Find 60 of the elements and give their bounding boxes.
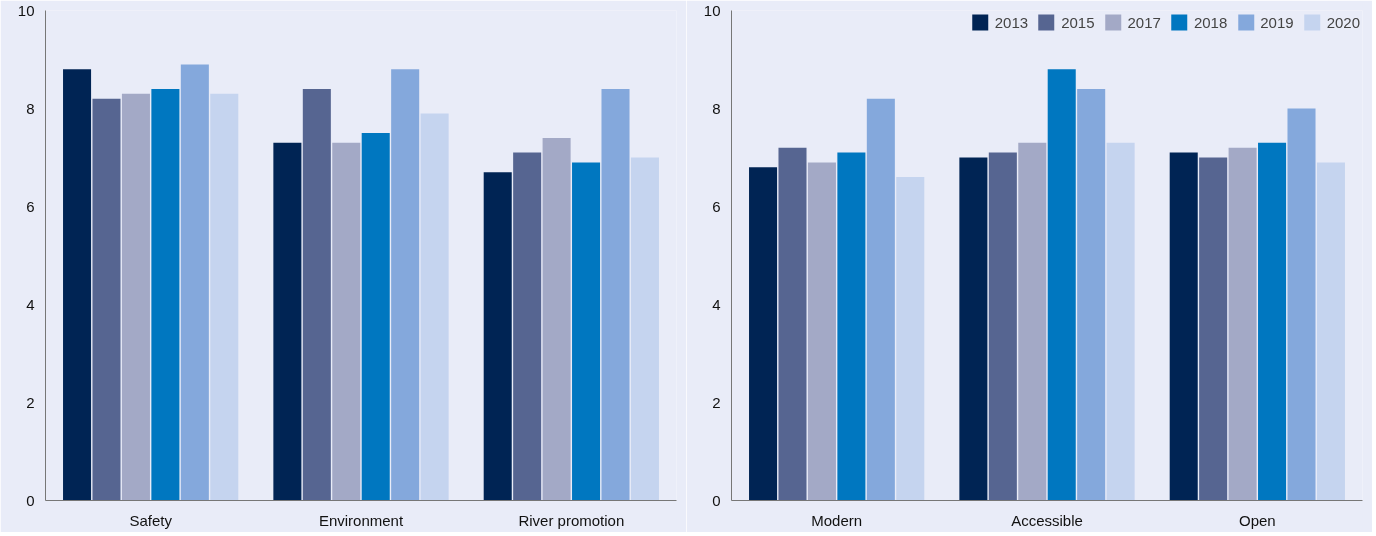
x-tick-label: Environment — [318, 511, 404, 529]
bar — [332, 142, 361, 501]
legend-label: 2017 — [1127, 13, 1161, 31]
bar — [273, 142, 302, 501]
bar — [866, 98, 895, 501]
bar — [513, 152, 542, 501]
x-tick-label: Open — [1238, 511, 1276, 529]
y-tick-label: 0 — [712, 491, 721, 509]
bar — [601, 88, 630, 501]
bar — [1018, 142, 1047, 501]
bar — [483, 172, 512, 501]
bar — [1077, 88, 1106, 501]
legend-label: 2018 — [1193, 13, 1228, 31]
bar — [92, 98, 121, 501]
bar — [1169, 152, 1198, 501]
bar — [180, 64, 209, 501]
bar — [1047, 69, 1076, 501]
y-tick-label: 10 — [17, 1, 35, 19]
bar — [361, 133, 390, 501]
bar — [1316, 162, 1345, 501]
bar — [210, 93, 239, 501]
x-tick-label: Safety — [129, 511, 173, 529]
bar — [807, 162, 836, 501]
y-tick-label: 4 — [26, 295, 35, 313]
bar — [1228, 147, 1257, 501]
bar — [420, 113, 449, 501]
bar — [630, 157, 659, 501]
x-tick-label: Accessible — [1011, 511, 1083, 529]
bar — [778, 147, 807, 501]
y-tick-label: 0 — [26, 491, 35, 509]
y-tick-label: 8 — [26, 99, 35, 117]
bar — [63, 69, 92, 501]
bar — [121, 93, 150, 501]
bar — [959, 157, 988, 501]
y-tick-label: 2 — [26, 393, 35, 411]
y-tick-label: 8 — [712, 99, 721, 117]
y-tick-label: 4 — [712, 295, 721, 313]
x-tick-label: Modern — [811, 511, 863, 529]
legend-label: 2015 — [1061, 13, 1095, 31]
bar — [542, 137, 571, 501]
legend-label: 2013 — [994, 13, 1029, 31]
bar — [988, 152, 1017, 501]
bar — [302, 88, 331, 501]
y-tick-label: 10 — [703, 1, 721, 19]
bar — [151, 88, 180, 501]
bar — [896, 177, 925, 501]
bar — [1106, 142, 1135, 501]
legend-label: 2020 — [1326, 13, 1360, 31]
y-tick-label: 6 — [712, 197, 721, 215]
bar — [1199, 157, 1228, 501]
y-tick-label: 2 — [712, 393, 721, 411]
bar — [749, 167, 778, 501]
x-tick-label: River promotion — [518, 511, 625, 529]
bar — [572, 162, 601, 501]
bar — [1287, 108, 1316, 501]
bar — [391, 69, 420, 501]
legend-label: 2019 — [1260, 13, 1294, 31]
bar — [837, 152, 866, 501]
bar — [1258, 142, 1287, 501]
y-tick-label: 6 — [26, 197, 35, 215]
